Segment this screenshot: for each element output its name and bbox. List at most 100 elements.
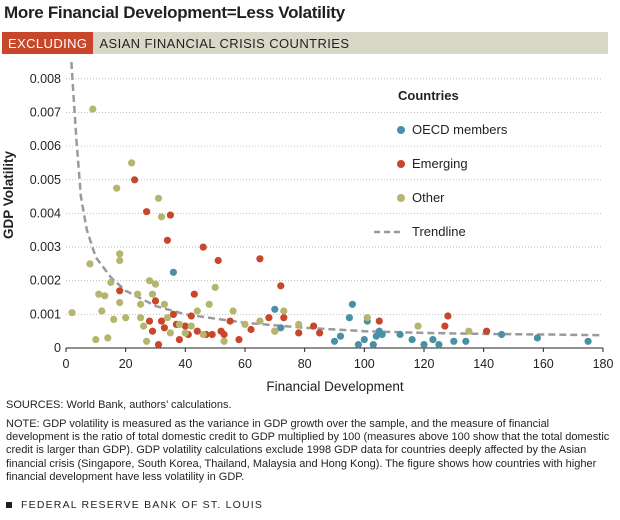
data-point-oecd xyxy=(429,336,437,344)
trendline xyxy=(70,61,604,337)
data-point-emerging xyxy=(157,317,166,325)
x-tick-label: 180 xyxy=(593,357,614,371)
legend-marker-emerging xyxy=(397,160,405,168)
data-point-other xyxy=(181,329,189,337)
data-point-other xyxy=(166,329,174,337)
data-point-emerging xyxy=(166,211,174,219)
data-point-emerging xyxy=(175,336,183,344)
y-tick-label: 0.004 xyxy=(30,206,61,220)
data-point-emerging xyxy=(280,314,288,322)
data-point-emerging xyxy=(441,322,449,330)
data-point-emerging xyxy=(265,314,273,322)
data-point-emerging xyxy=(375,317,383,325)
data-point-oecd xyxy=(330,337,339,345)
data-point-emerging xyxy=(169,310,177,318)
data-point-oecd xyxy=(277,324,285,332)
data-point-other xyxy=(175,320,183,328)
data-point-emerging xyxy=(151,297,160,305)
data-point-emerging xyxy=(220,330,228,339)
x-tick-label: 20 xyxy=(119,357,133,371)
data-point-emerging xyxy=(187,312,195,320)
x-tick-label: 60 xyxy=(238,357,252,371)
data-point-emerging xyxy=(483,327,491,335)
chart-title: More Financial Development=Less Volatili… xyxy=(4,3,345,22)
data-point-oecd xyxy=(584,337,592,345)
data-point-emerging xyxy=(226,317,234,325)
data-point-other xyxy=(163,314,171,322)
footer-credit: FEDERAL RESERVE BANK OF ST. LOUIS xyxy=(6,499,263,511)
data-point-emerging xyxy=(199,243,207,251)
data-point-oecd xyxy=(408,336,416,344)
data-point-other xyxy=(101,292,109,300)
legend-title: Countries xyxy=(398,88,459,103)
data-point-other xyxy=(122,314,130,322)
data-point-oecd xyxy=(420,341,428,349)
legend: Countries OECD members Emerging Other Tr… xyxy=(374,88,508,239)
data-point-emerging xyxy=(316,329,324,337)
data-point-emerging xyxy=(310,322,318,330)
data-point-other xyxy=(86,260,94,268)
data-point-emerging xyxy=(208,330,216,339)
data-point-oecd xyxy=(271,305,279,313)
data-point-other xyxy=(151,280,160,288)
x-tick-label: 40 xyxy=(178,357,192,371)
data-point-other xyxy=(211,283,219,291)
y-tick-label: 0.002 xyxy=(30,274,61,288)
data-point-emerging xyxy=(235,336,243,344)
data-point-other xyxy=(465,327,473,335)
legend-label-other: Other xyxy=(412,190,445,205)
data-point-other xyxy=(92,336,100,344)
data-point-other xyxy=(110,315,118,323)
data-point-other xyxy=(193,307,201,315)
y-tick-label: 0 xyxy=(54,341,61,355)
data-point-emerging xyxy=(214,256,222,265)
data-point-oecd xyxy=(396,330,404,339)
data-point-oecd xyxy=(533,334,542,342)
data-point-oecd xyxy=(462,337,470,345)
y-axis-title: GDP Volatility xyxy=(1,151,16,240)
data-point-other xyxy=(160,300,168,308)
y-tick-label: 0.006 xyxy=(30,139,61,153)
data-point-oecd xyxy=(345,314,353,322)
data-point-other xyxy=(134,290,142,298)
data-point-other xyxy=(137,314,145,322)
legend-label-oecd: OECD members xyxy=(412,122,508,137)
data-point-oecd xyxy=(354,341,362,349)
data-point-emerging xyxy=(193,327,201,335)
data-point-other xyxy=(116,299,124,307)
x-tick-label: 0 xyxy=(63,357,70,371)
legend-marker-other xyxy=(397,194,405,202)
x-tick-label: 160 xyxy=(533,357,554,371)
data-point-other xyxy=(220,337,228,345)
data-point-oecd xyxy=(450,337,458,345)
points-layer xyxy=(68,105,592,349)
data-point-other xyxy=(145,277,154,285)
scatter-chart: 0 0.001 0.002 0.003 0.004 0.005 0.006 0.007 0.00… xyxy=(1,61,614,394)
data-point-other xyxy=(68,309,76,317)
data-point-other xyxy=(205,300,213,308)
data-point-other xyxy=(137,300,145,308)
data-point-emerging xyxy=(181,322,189,330)
data-point-oecd xyxy=(336,332,345,340)
data-point-oecd xyxy=(360,336,368,344)
y-tick-label: 0.008 xyxy=(30,72,61,86)
data-point-other xyxy=(128,159,136,167)
y-tick-label: 0.007 xyxy=(30,105,61,119)
data-point-emerging xyxy=(116,287,124,295)
data-point-emerging xyxy=(131,176,139,184)
data-point-other xyxy=(157,213,166,221)
data-point-other xyxy=(295,320,303,328)
data-point-other xyxy=(280,307,288,315)
data-point-emerging xyxy=(247,325,255,334)
footer-square-icon xyxy=(6,502,12,508)
legend-label-trendline: Trendline xyxy=(412,224,466,239)
data-point-other xyxy=(148,290,157,298)
data-point-emerging xyxy=(148,327,157,335)
data-point-other xyxy=(95,290,103,298)
data-point-other xyxy=(154,194,163,202)
sources-text: SOURCES: World Bank, authors’ calculatio… xyxy=(6,399,232,411)
x-tick-label: 140 xyxy=(473,357,494,371)
data-point-other xyxy=(107,278,115,286)
data-point-other xyxy=(116,250,124,258)
data-point-other xyxy=(116,256,124,265)
